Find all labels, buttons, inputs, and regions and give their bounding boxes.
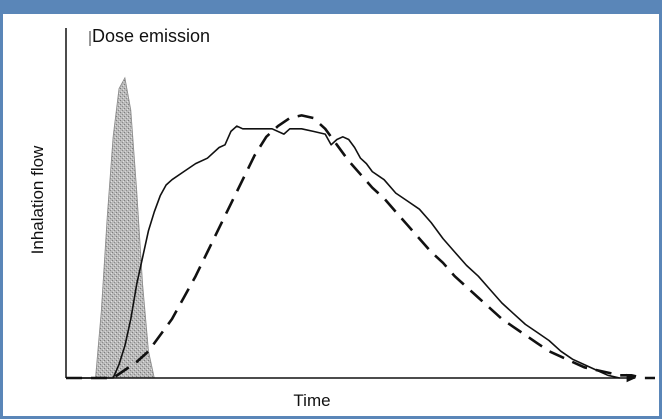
dose-emission-annotation: Dose emission <box>92 26 210 46</box>
solid-flow-curve <box>66 125 620 379</box>
dose-emission-peak <box>95 76 155 379</box>
y-axis-label: Inhalation flow <box>28 145 47 254</box>
dashed-flow-curve <box>66 114 655 380</box>
x-axis-label: Time <box>293 391 330 410</box>
